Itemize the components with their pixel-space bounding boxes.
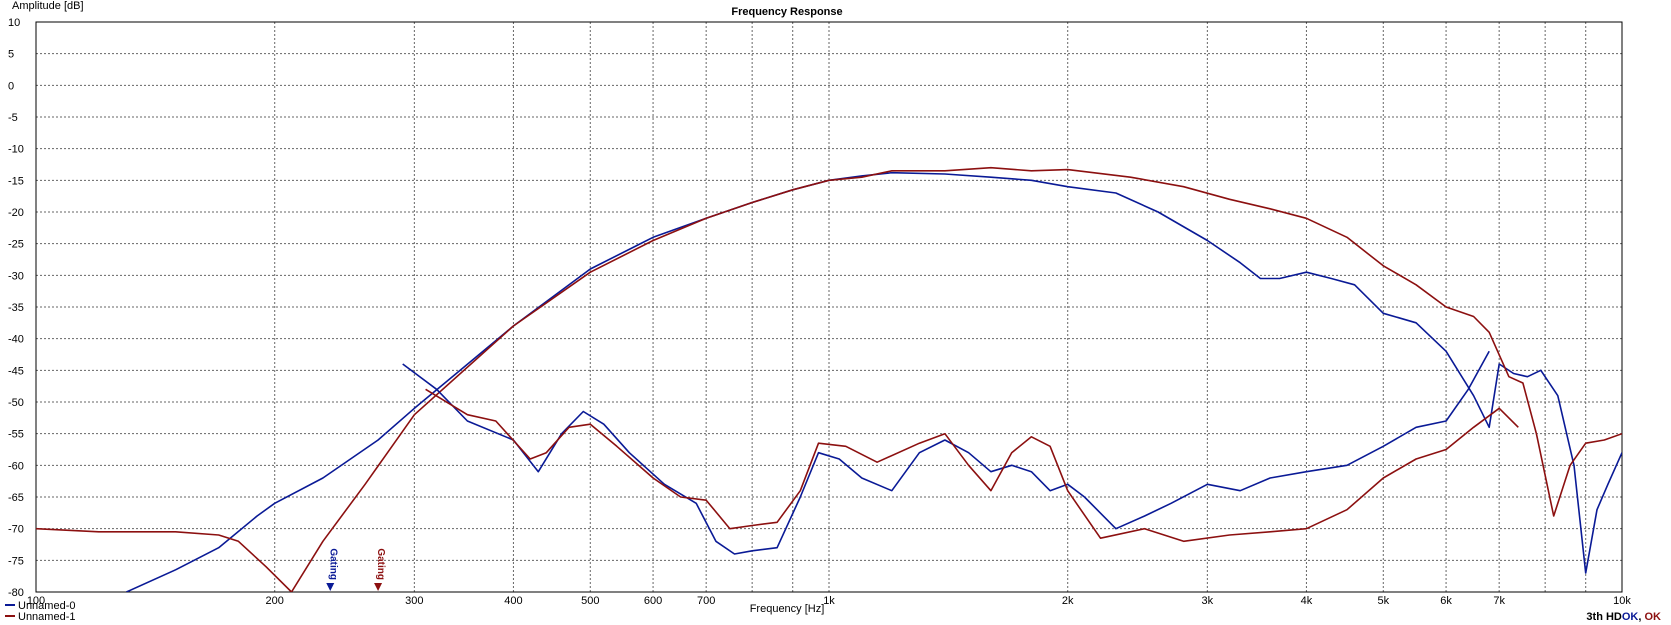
series-curves — [36, 166, 1622, 592]
gating-marker — [374, 583, 383, 591]
y-tick-label: -30 — [8, 270, 24, 282]
status-prefix: 3th HD — [1586, 611, 1622, 623]
status-ok-2: OK — [1645, 611, 1662, 623]
series-line-distortion-2 — [402, 350, 1490, 555]
chart-title: Frequency Response — [731, 6, 842, 18]
x-tick-label: 1k — [823, 595, 835, 607]
y-tick-label: -40 — [8, 334, 24, 346]
x-tick-label: 600 — [644, 595, 662, 607]
x-tick-label: 7k — [1493, 595, 1505, 607]
gating-label: Gating — [327, 548, 338, 580]
y-tick-label: 10 — [8, 17, 20, 29]
grid — [36, 22, 1622, 592]
y-axis-label: Amplitude [dB] — [12, 0, 84, 12]
legend-label: Unnamed-0 — [18, 600, 75, 612]
y-tick-label: -20 — [8, 207, 24, 219]
x-tick-label: 100 — [27, 595, 45, 607]
x-tick-label: 3k — [1202, 595, 1214, 607]
x-tick-labels: 100 200 300 400 500 600 700 1k 2k 3k 4k 5k 6k 7k 10k — [27, 595, 1632, 607]
x-tick-label: 300 — [405, 595, 423, 607]
y-tick-label: -50 — [8, 397, 24, 409]
plot-frame — [35, 21, 1623, 593]
x-axis-label: Frequency [Hz] — [750, 603, 825, 615]
gating-markers: Gating Gating — [326, 548, 386, 591]
y-tick-label: -25 — [8, 239, 24, 251]
gating-marker — [326, 583, 335, 591]
y-tick-label: -75 — [8, 555, 24, 567]
y-tick-label: -35 — [8, 302, 24, 314]
x-tick-label: 400 — [504, 595, 522, 607]
status-separator: , — [1638, 611, 1644, 623]
status-ok-1: OK — [1622, 611, 1639, 623]
series-line-distortion-3 — [425, 388, 1519, 543]
series-line-response-1 — [36, 166, 1622, 592]
legend-label: Unnamed-1 — [18, 611, 75, 623]
x-tick-label: 5k — [1377, 595, 1389, 607]
y-tick-labels: 10 5 0 -5 -10 -15 -20 -25 -30 -35 -40 -45 -50 -55 -60 -… — [8, 17, 24, 599]
series-line-response-0 — [126, 171, 1622, 592]
x-tick-label: 6k — [1440, 595, 1452, 607]
y-tick-label: -60 — [8, 460, 24, 472]
x-tick-label: 2k — [1062, 595, 1074, 607]
y-tick-label: -5 — [8, 112, 18, 124]
x-tick-label: 500 — [581, 595, 599, 607]
y-tick-label: 0 — [8, 80, 14, 92]
x-tick-label: 200 — [266, 595, 284, 607]
y-tick-label: -55 — [8, 429, 24, 441]
x-tick-label: 4k — [1301, 595, 1313, 607]
gating-label: Gating — [375, 548, 386, 580]
x-tick-label: 700 — [697, 595, 715, 607]
x-tick-label: 10k — [1613, 595, 1631, 607]
y-tick-label: -80 — [8, 587, 24, 599]
y-tick-label: -45 — [8, 365, 24, 377]
y-tick-label: 5 — [8, 49, 14, 61]
y-tick-label: -70 — [8, 524, 24, 536]
y-tick-label: -15 — [8, 175, 24, 187]
y-tick-label: -65 — [8, 492, 24, 504]
y-tick-label: -10 — [8, 144, 24, 156]
status-text: 3th HDOK, OK — [1586, 611, 1661, 623]
